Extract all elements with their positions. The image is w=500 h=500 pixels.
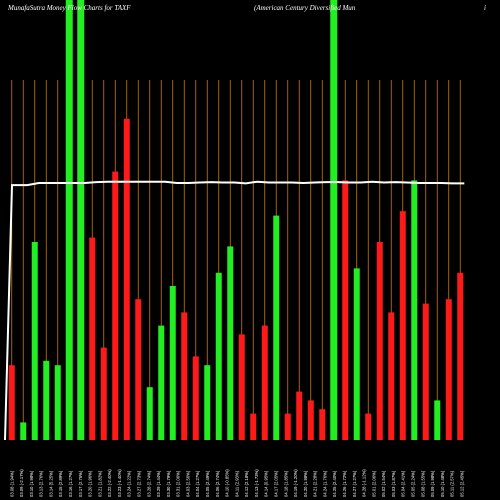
bar-down: [422, 303, 429, 440]
x-tick-label: 05.08 (1.55%): [420, 470, 425, 497]
bar-down: [342, 180, 349, 440]
x-tick-label: 03.21 (1.82%): [97, 470, 102, 497]
bar-down: [365, 413, 372, 440]
bar-bright: [77, 0, 85, 440]
bar-down: [399, 211, 406, 440]
x-tick-label: 03.17 (2.76%): [78, 470, 83, 497]
chart-title-right: (American Century Diversified Mun: [254, 4, 356, 12]
bar-down: [112, 171, 119, 440]
bar-up: [54, 365, 61, 440]
bar-down: [238, 334, 245, 440]
x-tick-label: 04.05 (2.49%): [205, 470, 210, 497]
bar-up: [273, 215, 280, 440]
x-tick-label: 03.13 (2.76%): [39, 470, 44, 497]
x-tick-label: 03.23 (-1.40%): [117, 469, 122, 497]
bar-up: [204, 365, 211, 440]
bar-down: [445, 299, 452, 440]
bar-bright: [65, 0, 73, 440]
x-tick-label: 04.18 (1.85%): [283, 470, 288, 497]
bar-up: [227, 246, 234, 440]
bar-down: [100, 347, 107, 440]
x-tick-label: 03.16 (1.27%): [68, 470, 73, 497]
price-line-group: [4, 180, 465, 441]
bar-down: [284, 413, 291, 440]
bar-down: [319, 409, 326, 440]
x-tick-label: 05.03 (1.87%): [391, 470, 396, 497]
bar-up: [353, 268, 360, 440]
x-tick-label: 04.24 (1.76%): [322, 470, 327, 497]
x-tick-label: 04.19 (-1.20%): [293, 469, 298, 497]
bar-up: [158, 325, 165, 440]
x-tick-label: 03.24 (1.22%): [127, 470, 132, 497]
chart-title-left: MunafaSutra Money Flow Charts for TAXF: [7, 4, 131, 12]
x-tick-label: 05.02 (1.54%): [381, 470, 386, 497]
bar-up: [215, 272, 222, 440]
x-tick-label: 04.20 (1.98%): [303, 470, 308, 497]
bar-down: [250, 413, 257, 440]
x-tick-label: 04.04 (1.27%): [195, 470, 200, 497]
x-tick-label: 04.03 (2.56%): [185, 470, 190, 497]
price-line: [4, 180, 465, 441]
bar-up: [434, 400, 441, 440]
bar-down: [123, 118, 130, 441]
bar-down: [307, 400, 314, 440]
x-tick-label: 05.04 (2.41%): [401, 470, 406, 497]
bar-down: [192, 356, 199, 440]
x-tick-label: 05.11 (2.57%): [450, 470, 455, 497]
x-tick-label: 04.26 (1.72%): [342, 470, 347, 497]
x-tick-label: 03.27 (2.73%): [136, 470, 141, 497]
bar-bright: [330, 0, 338, 440]
x-tick-label: 04.12 (2.18%): [244, 470, 249, 497]
x-tick-label: 04.13 (-1.73%): [254, 469, 259, 497]
x-tick-label: 05.10 (1.48%): [440, 470, 445, 497]
x-tick-label: 03.29 (1.44%): [156, 470, 161, 497]
x-tick-label: 05.09 (1.98%): [430, 470, 435, 497]
bar-up: [20, 422, 27, 440]
x-tick-label: 03.09 (-2.17%): [19, 469, 24, 497]
bars-group: [8, 0, 464, 441]
x-tick-label: 04.17 (2.05%): [274, 470, 279, 497]
bar-up: [43, 360, 50, 440]
x-tick-label: 04.06 (2.74%): [215, 470, 220, 497]
x-tick-label: 03.14 (5.25%): [48, 470, 53, 497]
bar-down: [376, 242, 383, 440]
bar-down: [457, 272, 464, 440]
x-tick-label: 03.22 (-2.40%): [107, 469, 112, 497]
x-tick-label: 04.25 (2.40%): [332, 470, 337, 497]
x-tick-labels: 03.08 (1.94%) 03.09 (-2.17%) 03.10 (1.98%)…: [9, 469, 464, 497]
x-tick-label: 03.10 (1.98%): [29, 470, 34, 497]
bar-down: [89, 237, 96, 440]
x-tick-label: 05.05 (2.24%): [411, 470, 416, 497]
x-tick-label: 04.11 (2.93%): [234, 470, 239, 497]
x-tick-label: 03.30 (1.79%): [166, 470, 171, 497]
bar-down: [8, 365, 15, 440]
bar-up: [169, 286, 176, 440]
x-tick-label: 03.20 (1.96%): [88, 470, 93, 497]
x-tick-label: 04.21 (2.28%): [313, 470, 318, 497]
bar-down: [261, 325, 268, 440]
chart-title-tail: i: [484, 4, 486, 12]
bar-down: [181, 312, 188, 440]
x-tick-label: 04.14 (0.95%): [264, 470, 269, 497]
bar-down: [388, 312, 395, 440]
x-tick-label: 03.28 (2.74%): [146, 470, 151, 497]
bar-up: [146, 387, 153, 440]
x-tick-label: 05.01 (2.06%): [371, 470, 376, 497]
x-tick-label: 03.31 (2.06%): [176, 470, 181, 497]
x-tick-label: 03.15 (2.89%): [58, 470, 63, 497]
bar-down: [135, 299, 142, 440]
x-tick-label: 05.12 (2.45%): [459, 470, 464, 497]
bar-down: [296, 391, 303, 440]
x-tick-label: 03.08 (1.94%): [9, 470, 14, 497]
bar-up: [411, 180, 418, 440]
bar-up: [31, 242, 38, 440]
x-tick-label: 04.27 (1.27%): [352, 470, 357, 497]
x-tick-label: 04.28 (-1.12%): [362, 469, 367, 497]
x-tick-label: 04.10 (-0.85%): [225, 469, 230, 497]
